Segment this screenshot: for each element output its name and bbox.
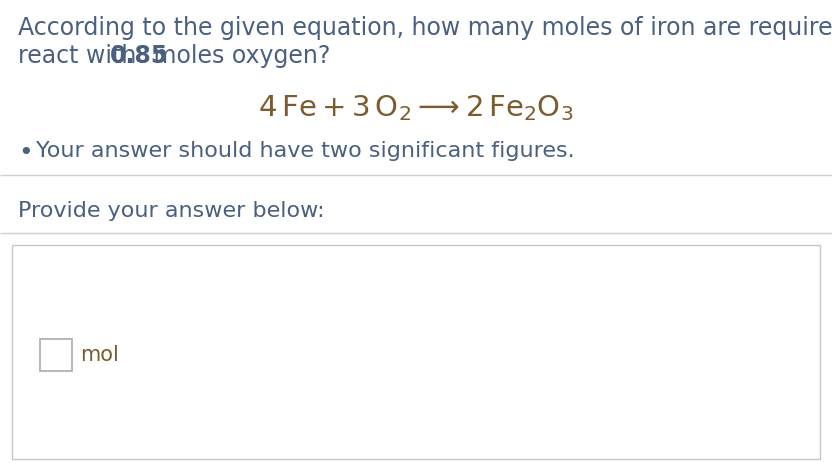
Text: $4\,\mathrm{Fe} + 3\,\mathrm{O}_2 \longrightarrow 2\,\mathrm{Fe}_2\mathrm{O}_3$: $4\,\mathrm{Fe} + 3\,\mathrm{O}_2 \longr… (258, 93, 574, 123)
Text: 0.85: 0.85 (110, 44, 168, 68)
FancyBboxPatch shape (40, 339, 72, 371)
Text: react with: react with (18, 44, 144, 68)
Text: Provide your answer below:: Provide your answer below: (18, 201, 324, 221)
Text: moles oxygen?: moles oxygen? (146, 44, 330, 68)
Bar (0, 233, 832, 471)
Text: mol: mol (80, 345, 119, 365)
Bar (12, 245, 820, 459)
Text: •: • (18, 141, 32, 165)
Text: Your answer should have two significant figures.: Your answer should have two significant … (36, 141, 575, 161)
Text: According to the given equation, how many moles of iron are required to: According to the given equation, how man… (18, 16, 832, 40)
